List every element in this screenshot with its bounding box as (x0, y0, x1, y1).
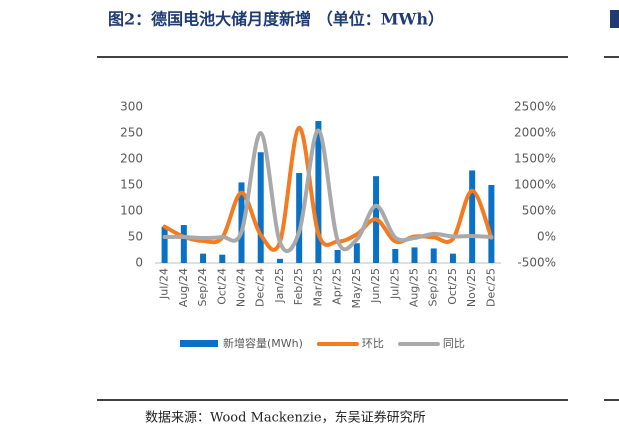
x-tick-label: Jun/25 (369, 268, 382, 304)
y-tick-label: 150 (120, 178, 143, 192)
bar (296, 173, 303, 263)
legend-swatch (180, 340, 218, 347)
bar (430, 248, 437, 263)
y2-tick-label: -500% (517, 256, 556, 270)
bar (411, 247, 418, 263)
x-tick-label: Oct/24 (215, 268, 228, 305)
y2-tick-label: 2000% (514, 126, 556, 140)
bar (392, 248, 399, 263)
legend-label: 同比 (443, 337, 465, 350)
bar (200, 253, 207, 263)
y2-tick-label: 0% (537, 230, 556, 244)
x-tick-label: Feb/25 (292, 268, 305, 305)
y-tick-label: 50 (128, 230, 143, 244)
x-tick-label: Nov/25 (465, 268, 478, 307)
source-note: 数据来源：Wood Mackenzie，东吴证券研究所 (145, 410, 426, 426)
bar (238, 182, 245, 263)
x-tick-label: Aug/24 (177, 268, 190, 307)
legend-label: 新增容量(MWh) (223, 336, 303, 350)
bar (180, 225, 187, 263)
x-tick-label: Jul/24 (158, 268, 171, 300)
x-tick-label: Dec/24 (254, 268, 267, 307)
bar (276, 258, 283, 263)
x-tick-label: Sep/25 (427, 268, 440, 306)
y-tick-label: 200 (120, 152, 143, 166)
x-tick-label: Sep/24 (196, 268, 209, 306)
bar (449, 253, 456, 263)
x-tick-label: Jul/25 (388, 268, 401, 300)
bar (219, 254, 226, 263)
y-tick-label: 300 (120, 100, 143, 114)
bar (257, 152, 264, 263)
legend-label: 环比 (362, 337, 384, 350)
bar (161, 226, 168, 263)
bar (469, 170, 476, 263)
bar (315, 121, 322, 263)
chart-title: 图2：德国电池大储月度新增 （单位：MWh） (108, 10, 444, 29)
y-tick-label: 250 (120, 126, 143, 140)
bar (334, 250, 341, 263)
y2-tick-label: 1000% (514, 178, 556, 192)
x-tick-label: Nov/24 (235, 268, 248, 307)
x-tick-label: Apr/25 (331, 268, 344, 305)
y2-tick-label: 2500% (514, 100, 556, 114)
edge-mark (610, 10, 619, 28)
x-tick-label: Jan/25 (273, 268, 286, 304)
line-series (162, 128, 494, 254)
y2-tick-label: 500% (522, 204, 556, 218)
y-tick-label: 0 (135, 256, 143, 270)
bar (488, 185, 495, 263)
x-tick-label: May/25 (350, 268, 363, 308)
y2-tick-label: 1500% (514, 152, 556, 166)
x-tick-label: Mar/25 (311, 268, 324, 306)
x-tick-label: Dec/25 (484, 268, 497, 307)
y-tick-label: 100 (120, 204, 143, 218)
x-tick-label: Oct/25 (446, 268, 459, 305)
bar (353, 243, 360, 263)
x-tick-label: Aug/25 (408, 268, 421, 307)
